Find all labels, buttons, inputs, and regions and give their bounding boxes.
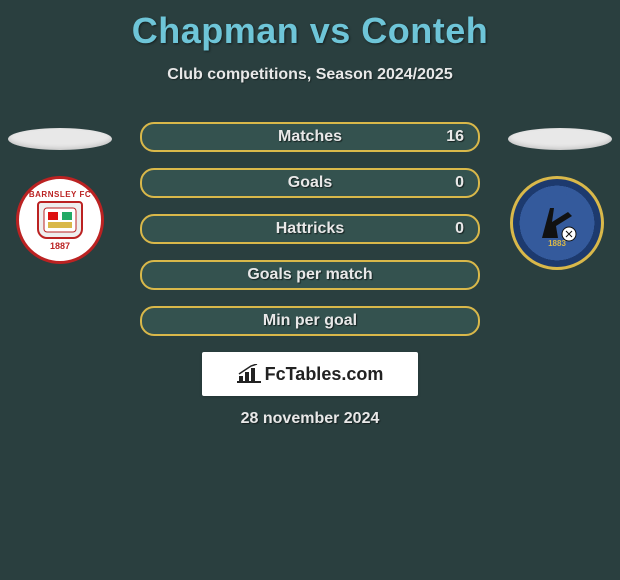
stat-bar-hattricks: Hattricks 0	[140, 214, 480, 244]
page-subtitle: Club competitions, Season 2024/2025	[0, 66, 620, 84]
bar-chart-icon	[237, 364, 261, 384]
crest-left-shield	[37, 201, 83, 239]
player-photo-placeholder-right	[508, 128, 612, 150]
source-logo-text: FcTables.com	[265, 364, 384, 385]
stat-bar-goals: Goals 0	[140, 168, 480, 198]
svg-text:1883: 1883	[548, 239, 566, 248]
source-logo: FcTables.com	[202, 352, 418, 396]
stat-value: 16	[446, 128, 464, 146]
snapshot-date: 28 november 2024	[0, 410, 620, 428]
page-title: Chapman vs Conteh	[0, 0, 620, 52]
crest-left-year: 1887	[50, 241, 70, 251]
stat-bars: Matches 16 Goals 0 Hattricks 0 Goals per…	[140, 122, 480, 352]
stat-bar-matches: Matches 16	[140, 122, 480, 152]
stat-bar-goals-per-match: Goals per match	[140, 260, 480, 290]
stat-bar-min-per-goal: Min per goal	[140, 306, 480, 336]
player-photo-placeholder-left	[8, 128, 112, 150]
stat-label: Goals	[288, 174, 332, 192]
stat-label: Goals per match	[247, 266, 372, 284]
stat-label: Matches	[278, 128, 342, 146]
club-crest-right: 1883	[510, 176, 604, 270]
stat-value: 0	[455, 220, 464, 238]
stat-value: 0	[455, 174, 464, 192]
stat-label: Hattricks	[276, 220, 344, 238]
crest-left-text: BARNSLEY FC	[29, 190, 91, 199]
club-crest-left: BARNSLEY FC 1887	[16, 176, 104, 264]
stat-label: Min per goal	[263, 312, 357, 330]
